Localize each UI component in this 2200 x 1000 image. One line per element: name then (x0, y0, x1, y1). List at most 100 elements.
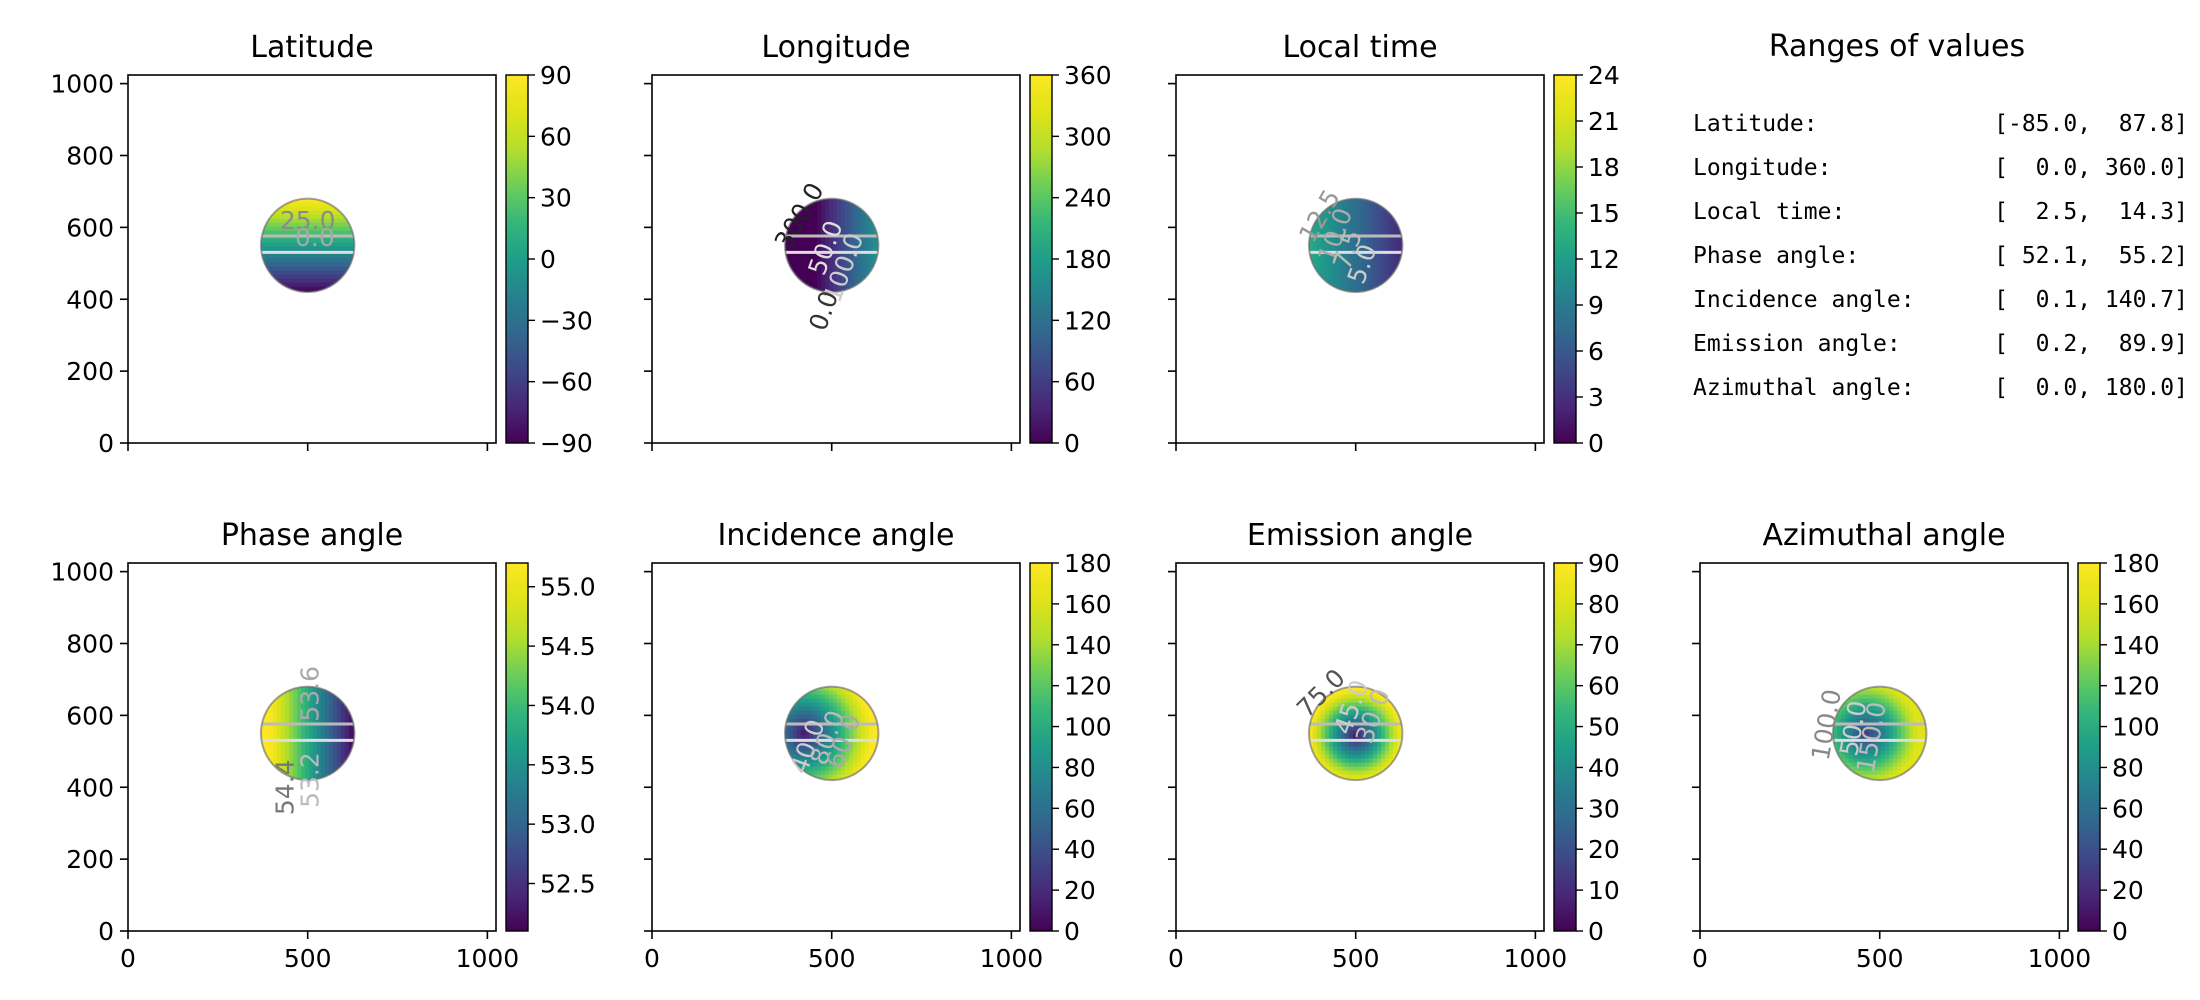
colorbar-tick-label: 15 (1588, 199, 1620, 228)
range-value: [ 0.0, 360.0] (1994, 155, 2188, 181)
x-tick-label: 1000 (456, 944, 520, 973)
colorbar-tick-label: 60 (1588, 672, 1620, 701)
contour-lines (260, 234, 355, 254)
axes-frame (127, 74, 497, 444)
y-tick-label: 1000 (50, 558, 114, 587)
colorbar-tick-label: 60 (1064, 794, 1096, 823)
range-label: Azimuthal angle: (1693, 375, 1915, 401)
x-tick-label: 1000 (1504, 944, 1568, 973)
colorbar-tick-label: 9 (1588, 291, 1604, 320)
colorbar-tick-label: −30 (540, 306, 593, 335)
contour-lines (1308, 234, 1403, 254)
axes-frame (651, 562, 1021, 932)
range-value: [ 0.2, 89.9] (1994, 331, 2188, 357)
axes-frame (651, 74, 1021, 444)
y-tick-label: 800 (66, 142, 114, 171)
x-tick-label: 500 (1332, 944, 1380, 973)
contour-lines (260, 722, 355, 742)
range-label: Local time: (1693, 199, 1845, 225)
colorbar-tick-label: 30 (540, 184, 572, 213)
y-tick-label: 800 (66, 630, 114, 659)
colorbar-tick-label: 50 (1588, 713, 1620, 742)
colorbar (505, 74, 529, 444)
colorbar (1553, 562, 1577, 932)
x-tick-label: 1000 (980, 944, 1044, 973)
colorbar-tick-label: 120 (2112, 672, 2160, 701)
range-label: Incidence angle: (1693, 287, 1915, 313)
colorbar-tick-label: 54.0 (540, 691, 596, 720)
colorbar-tick-label: 140 (1064, 631, 1112, 660)
colorbar (1029, 562, 1053, 932)
colorbar (1029, 74, 1053, 444)
colorbar-tick-label: 12 (1588, 245, 1620, 274)
colorbar-tick-label: 120 (1064, 306, 1112, 335)
panel-latitude: Latitude25.00.002004006008001000−90−60−3… (50, 30, 592, 458)
ranges-title: Ranges of values (1769, 29, 2025, 64)
colorbar-tick-label: 18 (1588, 153, 1620, 182)
y-tick-label: 0 (98, 917, 114, 946)
y-tick-label: 200 (66, 845, 114, 874)
colorbar-tick-label: 0 (1064, 429, 1080, 458)
x-tick-label: 0 (1168, 944, 1184, 973)
colorbar-tick-label: 20 (1588, 835, 1620, 864)
colorbar-tick-label: 0 (1588, 429, 1604, 458)
colorbar-tick-label: 80 (1588, 590, 1620, 619)
colorbar-tick-label: 70 (1588, 631, 1620, 660)
colorbar-tick-label: 120 (1064, 672, 1112, 701)
range-value: [ 52.1, 55.2] (1994, 243, 2188, 269)
axes-frame (1175, 562, 1545, 932)
colorbar-tick-label: 52.5 (540, 870, 596, 899)
contour-label: 53.6 (295, 666, 324, 722)
colorbar-tick-label: 53.0 (540, 810, 596, 839)
x-tick-label: 0 (120, 944, 136, 973)
colorbar-tick-label: 90 (540, 61, 572, 90)
y-tick-label: 1000 (50, 70, 114, 99)
axes-frame (1175, 74, 1545, 444)
colorbar-tick-label: 60 (2112, 794, 2144, 823)
range-label: Longitude: (1693, 155, 1831, 181)
colorbar-tick-label: 54.5 (540, 632, 596, 661)
panel-title: Incidence angle (718, 518, 955, 553)
colorbar-tick-label: −90 (540, 429, 593, 458)
contour-lines (784, 722, 879, 742)
colorbar-tick-label: 55.0 (540, 573, 596, 602)
colorbar-tick-label: 0 (1588, 917, 1604, 946)
range-label: Emission angle: (1693, 331, 1901, 357)
colorbar-tick-label: 80 (1064, 753, 1096, 782)
colorbar-tick-label: 30 (1588, 794, 1620, 823)
colorbar-tick-label: 0 (2112, 917, 2128, 946)
y-tick-label: 400 (66, 773, 114, 802)
panel-title: Emission angle (1247, 518, 1473, 553)
colorbar (505, 562, 529, 932)
colorbar-tick-label: 0 (540, 245, 556, 274)
colorbar-tick-label: 240 (1064, 184, 1112, 213)
colorbar-tick-label: 10 (1588, 876, 1620, 905)
colorbar-tick-label: 140 (2112, 631, 2160, 660)
panel-title: Phase angle (221, 518, 403, 553)
colorbar-tick-label: 180 (1064, 549, 1112, 578)
colorbar-tick-label: −60 (540, 368, 593, 397)
colorbar-tick-label: 24 (1588, 61, 1620, 90)
colorbar-tick-label: 300 (1064, 122, 1112, 151)
panel-title: Local time (1282, 30, 1437, 65)
y-tick-label: 600 (66, 701, 114, 730)
x-tick-label: 500 (1856, 944, 1904, 973)
colorbar-tick-label: 6 (1588, 337, 1604, 366)
x-tick-label: 500 (284, 944, 332, 973)
colorbar-tick-label: 360 (1064, 61, 1112, 90)
colorbar (2077, 562, 2101, 932)
colorbar-tick-label: 40 (1064, 835, 1096, 864)
colorbar-tick-label: 100 (2112, 713, 2160, 742)
colorbar-tick-label: 3 (1588, 383, 1604, 412)
colorbar (1553, 74, 1577, 444)
y-tick-label: 400 (66, 285, 114, 314)
x-tick-label: 0 (644, 944, 660, 973)
range-value: [ 2.5, 14.3] (1994, 199, 2188, 225)
colorbar-tick-label: 80 (2112, 753, 2144, 782)
colorbar-tick-label: 160 (1064, 590, 1112, 619)
colorbar-tick-label: 100 (1064, 713, 1112, 742)
colorbar-tick-label: 60 (540, 122, 572, 151)
colorbar-tick-label: 20 (2112, 876, 2144, 905)
